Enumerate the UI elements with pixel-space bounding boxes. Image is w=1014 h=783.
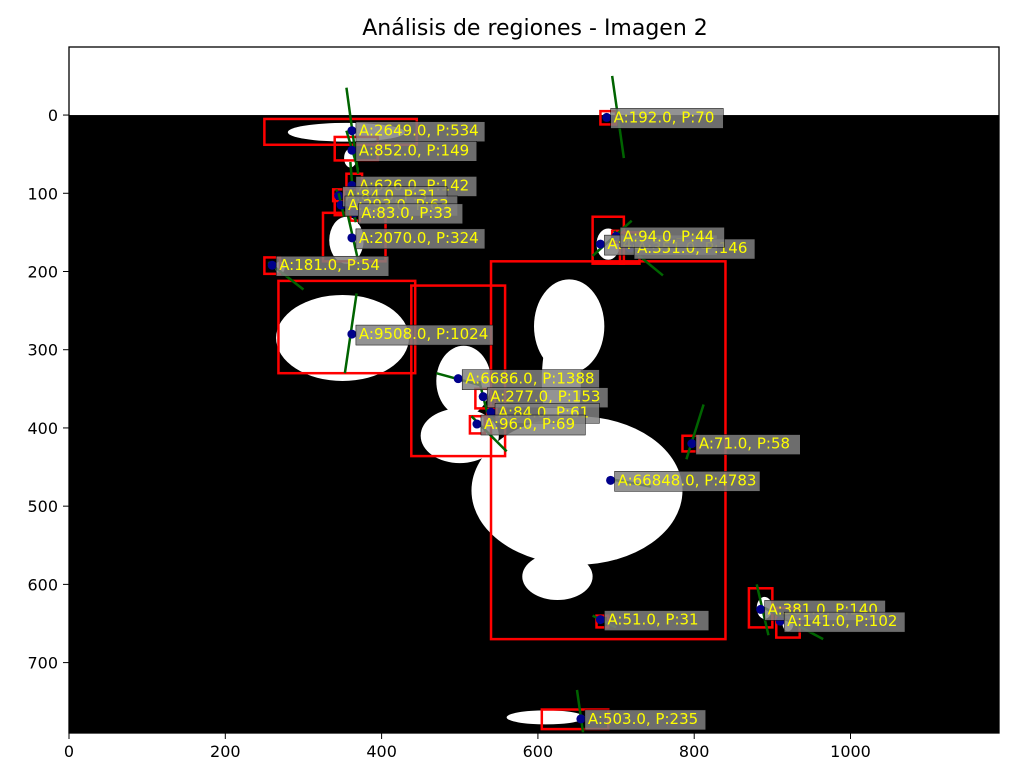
centroid-marker — [347, 126, 357, 136]
data-label-box — [355, 141, 477, 162]
data-label: A:141.0, P:102 — [787, 612, 897, 630]
y-tick-label: 500 — [27, 497, 58, 516]
centroid-marker — [347, 329, 357, 339]
centroid-marker — [267, 260, 277, 270]
data-label: A:51.0, P:31 — [607, 611, 698, 629]
centroid-marker — [478, 392, 488, 402]
y-tick-label: 400 — [27, 419, 58, 438]
data-label: A:852.0, P:149 — [359, 141, 469, 159]
data-label: A:6686.0, P:1388 — [465, 370, 594, 388]
centroid-marker — [472, 419, 482, 429]
x-tick-label: 0 — [64, 742, 74, 761]
data-label-box — [783, 611, 906, 633]
data-label: A:2649.0, P:534 — [359, 122, 479, 140]
centroid-marker — [687, 439, 697, 449]
y-tick-label: 200 — [27, 262, 58, 281]
data-label: A:9508.0, P:1024 — [359, 325, 488, 343]
data-label-box — [355, 228, 486, 250]
foreground-blob — [276, 294, 409, 382]
foreground-blob — [522, 553, 593, 601]
orientation-line — [685, 404, 705, 460]
plot-frame — [68, 46, 1000, 734]
x-tick-label: 200 — [210, 742, 241, 761]
data-label: A:181.0, P:54 — [279, 256, 380, 274]
foreground-blob — [506, 710, 585, 725]
data-label: A:503.0, P:235 — [588, 710, 698, 728]
centroid-marker — [602, 112, 612, 122]
data-label: A:94.0, P:44 — [623, 227, 714, 245]
centroid-marker — [756, 604, 766, 614]
data-label: A:2070.0, P:324 — [359, 229, 479, 247]
x-tick-label: 800 — [679, 742, 710, 761]
data-label-box — [695, 434, 801, 455]
y-tick-label: 600 — [27, 575, 58, 594]
data-label: A:192.0, P:70 — [614, 108, 715, 126]
data-label-box — [275, 255, 390, 277]
data-label: A:277.0, P:153 — [490, 388, 600, 406]
data-label: A:71.0, P:58 — [699, 435, 790, 453]
data-label-box — [614, 471, 761, 492]
data-label-box — [480, 414, 586, 436]
data-label: A:66848.0, P:4783 — [618, 471, 757, 489]
chart-title: Análisis de regiones - Imagen 2 — [362, 16, 708, 41]
data-label: A:83.0, P:33 — [361, 204, 452, 222]
data-label-box — [619, 227, 725, 248]
data-label: A:96.0, P:69 — [484, 415, 575, 433]
y-tick-label: 100 — [27, 184, 58, 203]
centroid-marker — [453, 374, 463, 384]
centroid-marker — [595, 615, 605, 625]
y-tick-label: 700 — [27, 654, 58, 673]
centroid-marker — [486, 407, 496, 417]
x-tick-label: 1000 — [830, 742, 871, 761]
data-label-box — [610, 108, 724, 129]
data-label-box — [358, 203, 463, 225]
centroid-marker — [576, 714, 586, 724]
y-tick-label: 0 — [48, 106, 58, 125]
data-label-box — [604, 610, 710, 631]
centroid-marker — [347, 145, 357, 155]
centroid-marker — [606, 475, 616, 485]
x-tick-label: 400 — [366, 742, 397, 761]
foreground-blob — [471, 416, 683, 565]
centroid-marker — [595, 239, 605, 249]
data-label-box — [355, 324, 494, 346]
data-label-box — [584, 709, 706, 731]
foreground-blob — [534, 279, 605, 374]
centroid-marker — [347, 233, 357, 243]
x-tick-label: 600 — [523, 742, 554, 761]
y-tick-label: 300 — [27, 341, 58, 360]
